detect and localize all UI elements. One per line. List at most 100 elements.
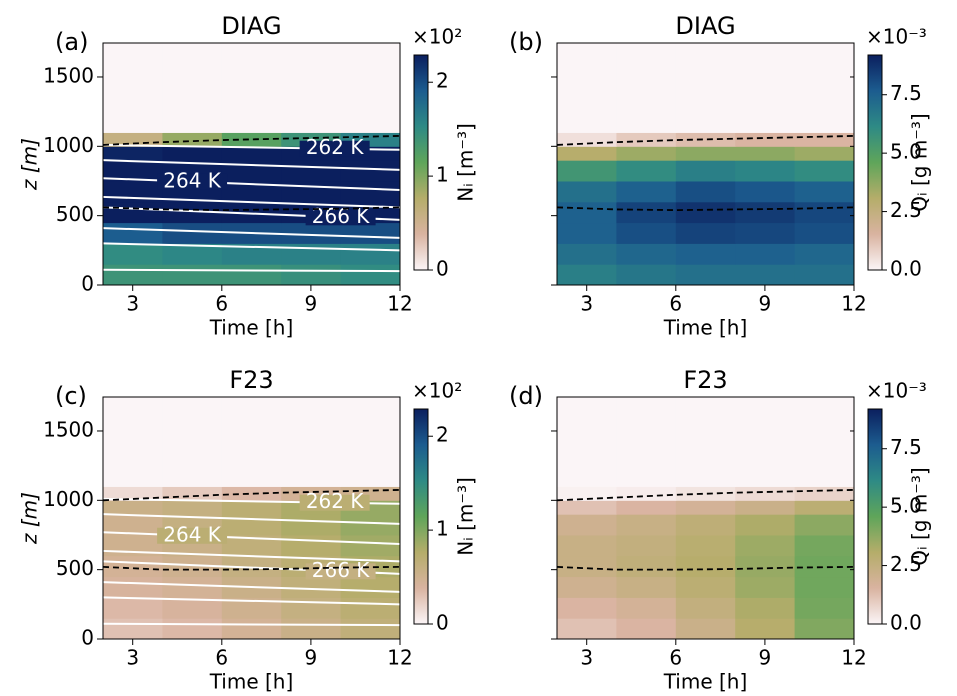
- heatmap-cell: [794, 180, 855, 203]
- heatmap-cell: [221, 597, 282, 619]
- heatmap-cell: [794, 555, 855, 578]
- heatmap-cell: [735, 597, 796, 619]
- heatmap-cell: [162, 576, 223, 598]
- contour-line: [102, 513, 401, 525]
- heatmap-cell: [162, 132, 223, 147]
- plot-frame: [102, 42, 401, 286]
- contour-label-gap: [305, 209, 376, 226]
- colorbar-tick-label: 7.5: [890, 435, 922, 459]
- heatmap-cell: [675, 160, 736, 182]
- heatmap-cell: [794, 534, 855, 557]
- heatmap-cell: [735, 43, 796, 133]
- contour-line: [102, 268, 401, 273]
- heatmap-cell: [340, 180, 401, 203]
- heatmap-cell: [794, 264, 855, 286]
- colorbar-tick-label: 0.0: [890, 611, 922, 635]
- contour-line: [102, 549, 401, 563]
- heatmap-cell: [103, 514, 163, 536]
- heatmap-cell: [162, 555, 223, 578]
- plot-frame: [556, 396, 855, 640]
- colorbar-label: Nᵢ [m⁻³]: [454, 477, 478, 556]
- x-axis-label: Time [h]: [663, 670, 748, 694]
- heatmap-cell: [281, 397, 342, 487]
- x-tick-label: 6: [669, 292, 682, 316]
- y-tick-label: 1000: [43, 487, 94, 511]
- heatmap-cell: [616, 243, 677, 265]
- heatmap-cell: [557, 534, 617, 557]
- heatmap-cell: [557, 243, 617, 265]
- heatmap-cell: [735, 264, 796, 286]
- heatmap-cell: [557, 514, 617, 536]
- heatmap-cell: [162, 146, 223, 161]
- heatmap-cell: [103, 500, 163, 515]
- heatmap-cell: [675, 43, 736, 133]
- heatmap-cell: [103, 618, 163, 640]
- y-tick-label: 1500: [43, 63, 94, 87]
- contour-label: 264 K: [163, 522, 222, 546]
- heatmap-cell: [557, 500, 617, 515]
- heatmap-cell: [794, 618, 855, 640]
- contour-label: 262 K: [306, 489, 365, 513]
- heatmap-cell: [281, 514, 342, 536]
- y-tick-label: 0: [81, 272, 94, 296]
- heatmap-cell: [281, 597, 342, 619]
- heatmap-cell: [735, 618, 796, 640]
- heatmap-cell: [794, 132, 855, 147]
- heatmap-cell: [675, 397, 736, 487]
- colorbar-offset: ×10²: [412, 379, 462, 403]
- y-tick-label: 1500: [43, 417, 94, 441]
- heatmap-cell: [616, 132, 677, 147]
- heatmap-cell: [103, 555, 163, 578]
- heatmap-cell: [221, 146, 282, 161]
- heatmap-cell: [557, 201, 617, 224]
- x-tick-label: 3: [126, 646, 139, 670]
- heatmap-cell: [162, 243, 223, 265]
- plot-frame: [556, 42, 855, 286]
- contour-line: [102, 531, 401, 546]
- y-tick-label: 500: [56, 556, 94, 580]
- heatmap-cell: [340, 43, 401, 133]
- heatmap-cell: [616, 180, 677, 203]
- heatmap-cell: [221, 243, 282, 265]
- heatmap-cell: [735, 132, 796, 147]
- heatmap-cell: [675, 555, 736, 578]
- heatmap-cell: [735, 555, 796, 578]
- heatmap-cell: [616, 555, 677, 578]
- heatmap-cell: [221, 486, 282, 501]
- heatmap-cell: [675, 132, 736, 147]
- heatmap-cell: [794, 222, 855, 244]
- heatmap-cell: [616, 534, 677, 557]
- panel-label: (b): [509, 28, 543, 56]
- heatmap-cell: [221, 132, 282, 147]
- heatmap-cell: [675, 222, 736, 244]
- heatmap-cell: [281, 160, 342, 182]
- heatmap-cell: [794, 500, 855, 515]
- panel-title: DIAG: [221, 12, 281, 40]
- heatmap-cell: [675, 264, 736, 286]
- heatmap-cell: [616, 618, 677, 640]
- heatmap-cell: [616, 160, 677, 182]
- heatmap-cell: [735, 397, 796, 487]
- heatmap-cell: [162, 43, 223, 133]
- heatmap-cell: [616, 597, 677, 619]
- colorbar: [413, 54, 429, 271]
- heatmap-cell: [221, 264, 282, 286]
- heatmap-cell: [162, 264, 223, 286]
- heatmap-cell: [557, 264, 617, 286]
- heatmap-cell: [281, 264, 342, 286]
- contour-line: [102, 622, 401, 627]
- heatmap-cell: [340, 576, 401, 598]
- heatmap-cell: [281, 180, 342, 203]
- y-tick-label: 500: [56, 202, 94, 226]
- heatmap-cell: [616, 576, 677, 598]
- heatmap-cell: [794, 597, 855, 619]
- colorbar: [867, 408, 883, 625]
- colorbar-label: Nᵢ [m⁻³]: [454, 123, 478, 202]
- contour-label: 262 K: [306, 135, 365, 159]
- heatmap-cell: [221, 618, 282, 640]
- heatmap-cell: [340, 534, 401, 557]
- heatmap-cell: [103, 160, 163, 182]
- heatmap-cell: [794, 576, 855, 598]
- plot-frame: [102, 396, 401, 640]
- heatmap-cell: [735, 146, 796, 161]
